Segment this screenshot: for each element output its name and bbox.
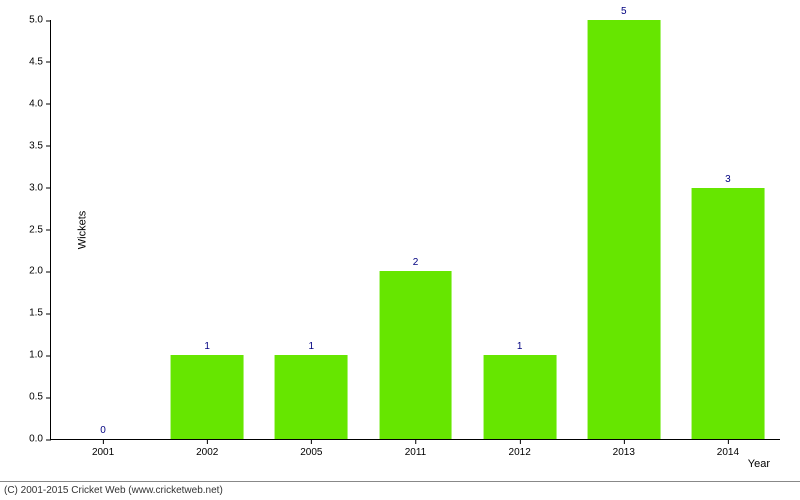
y-tick: 4.5	[29, 56, 51, 67]
x-tick: 2011	[405, 439, 427, 458]
bar: 1	[171, 355, 244, 439]
x-axis-label: Year	[748, 458, 770, 470]
y-tick: 0.5	[29, 392, 51, 403]
bar-value-label: 2	[413, 257, 419, 271]
footer-divider	[0, 481, 800, 482]
bar: 1	[275, 355, 348, 439]
bar: 3	[691, 188, 764, 439]
x-tick: 2002	[196, 439, 218, 458]
bar: 2	[379, 271, 452, 439]
bar-value-label: 3	[725, 174, 731, 188]
x-tick: 2013	[613, 439, 635, 458]
y-tick: 2.0	[29, 266, 51, 277]
x-tick: 2001	[92, 439, 114, 458]
y-tick: 1.0	[29, 350, 51, 361]
bar-value-label: 0	[100, 425, 106, 439]
bar-value-label: 5	[621, 6, 627, 20]
y-tick: 0.0	[29, 434, 51, 445]
y-tick: 1.5	[29, 308, 51, 319]
plot-area: Wickets 0.00.51.01.52.02.53.03.54.04.55.…	[50, 20, 780, 440]
bar-value-label: 1	[309, 341, 315, 355]
y-axis-label: Wickets	[76, 210, 88, 249]
x-tick: 2005	[300, 439, 322, 458]
y-tick: 2.5	[29, 224, 51, 235]
y-tick: 5.0	[29, 15, 51, 26]
copyright-text: (C) 2001-2015 Cricket Web (www.cricketwe…	[4, 485, 223, 496]
chart-container: Wickets 0.0 0.5 1.0 1.5 2.0 2.5 3.0 3.5 4.0 4.5 5.…	[0, 0, 800, 500]
bar: 5	[587, 20, 660, 439]
y-tick: 4.0	[29, 98, 51, 109]
x-tick: 2012	[509, 439, 531, 458]
x-tick: 2014	[717, 439, 739, 458]
bar-value-label: 1	[517, 341, 523, 355]
y-tick: 3.5	[29, 140, 51, 151]
bar: 1	[483, 355, 556, 439]
y-tick: 3.0	[29, 182, 51, 193]
bar-value-label: 1	[204, 341, 210, 355]
